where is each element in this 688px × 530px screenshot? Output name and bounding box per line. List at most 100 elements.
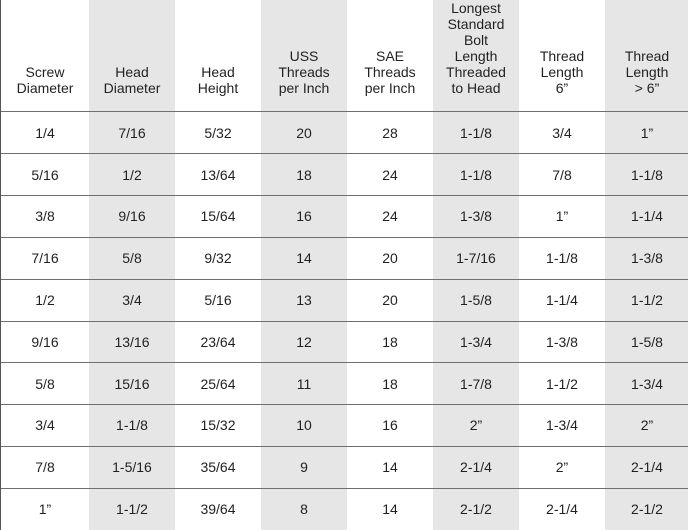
data-cell: 5/32 (204, 124, 232, 141)
header-text: Threads (364, 64, 416, 80)
header-text: Thread (624, 48, 670, 64)
header-text: Thread (539, 48, 585, 64)
data-cell: 9/16 (31, 333, 59, 350)
row-rule (1, 320, 688, 322)
data-cell: 1/2 (122, 166, 142, 183)
data-cell: 9 (300, 459, 308, 476)
data-cell: 2” (469, 417, 483, 434)
row-rule (1, 487, 688, 489)
row-rule (1, 195, 688, 197)
data-cell: 1-5/8 (460, 292, 492, 309)
header-text: to Head (451, 80, 501, 96)
header-cell: Thread Length > 6” (605, 0, 688, 112)
header-text: Diameter (16, 80, 74, 96)
data-cell: 13/16 (114, 333, 150, 350)
row-rule (1, 404, 688, 406)
column-shade (89, 0, 175, 530)
data-cell: 1-3/4 (460, 333, 492, 350)
header-text: per Inch (364, 80, 416, 96)
data-cell: 2-1/4 (460, 459, 492, 476)
data-cell: 1-7/16 (456, 250, 496, 267)
data-cell: 18 (382, 375, 398, 392)
data-cell: 39/64 (200, 501, 236, 518)
data-cell: 7/8 (552, 166, 572, 183)
data-cell: 1-1/8 (631, 166, 663, 183)
header-text: Length (625, 64, 669, 80)
data-cell: 1-5/16 (112, 459, 152, 476)
data-cell: 1-7/8 (460, 375, 492, 392)
data-cell: 14 (296, 250, 312, 267)
header-text: per Inch (278, 80, 330, 96)
data-cell: 5/16 (204, 292, 232, 309)
data-cell: 1-1/8 (460, 124, 492, 141)
header-cell: Thread Length 6” (519, 0, 605, 112)
data-cell: 23/64 (200, 333, 236, 350)
data-cell: 1-3/4 (546, 417, 578, 434)
data-cell: 1” (555, 208, 569, 225)
data-cell: 13 (296, 292, 312, 309)
data-cell: 11 (296, 375, 312, 392)
header-cell: SAE Threads per Inch (347, 0, 433, 112)
header-text: > 6” (634, 80, 660, 96)
data-cell: 1-1/4 (631, 208, 663, 225)
data-cell: 1/4 (35, 124, 55, 141)
header-cell: Head Diameter (89, 0, 175, 112)
row-rule (1, 278, 688, 280)
data-cell: 10 (296, 417, 312, 434)
header-text: Diameter (103, 80, 161, 96)
data-cell: 20 (382, 250, 398, 267)
data-cell: 24 (382, 208, 398, 225)
data-cell: 15/16 (114, 375, 150, 392)
data-cell: 14 (382, 459, 398, 476)
data-cell: 3/4 (552, 124, 572, 141)
data-cell: 2-1/4 (631, 459, 663, 476)
data-cell: 28 (382, 124, 398, 141)
data-cell: 2-1/4 (546, 501, 578, 518)
data-cell: 5/16 (31, 166, 59, 183)
data-cell: 2” (555, 459, 569, 476)
column-shade (261, 0, 347, 530)
header-text: Bolt (463, 32, 489, 48)
data-cell: 2-1/2 (631, 501, 663, 518)
data-cell: 1-1/2 (116, 501, 148, 518)
data-cell: 1-1/8 (460, 166, 492, 183)
data-cell: 5/8 (35, 375, 55, 392)
data-cell: 18 (382, 333, 398, 350)
header-text: Screw (25, 64, 65, 80)
header-text: Threads (278, 64, 330, 80)
data-cell: 1-3/8 (546, 333, 578, 350)
header-cell: Screw Diameter (1, 0, 89, 112)
data-cell: 9/16 (118, 208, 146, 225)
data-cell: 25/64 (200, 375, 236, 392)
data-cell: 1/2 (35, 292, 55, 309)
header-text: SAE (375, 48, 404, 64)
data-cell: 14 (382, 501, 398, 518)
data-cell: 3/4 (35, 417, 55, 434)
header-text: Head (115, 64, 149, 80)
row-rule (1, 153, 688, 155)
data-cell: 1-5/8 (631, 333, 663, 350)
header-text: Length (540, 64, 584, 80)
data-cell: 20 (296, 124, 312, 141)
data-cell: 12 (296, 333, 312, 350)
header-text: Head (201, 64, 235, 80)
data-cell: 24 (382, 166, 398, 183)
data-cell: 16 (382, 417, 398, 434)
data-cell: 1-1/4 (546, 292, 578, 309)
data-cell: 7/8 (35, 459, 55, 476)
data-cell: 3/8 (35, 208, 55, 225)
data-cell: 15/64 (200, 208, 236, 225)
data-cell: 2-1/2 (460, 501, 492, 518)
row-rule (1, 445, 688, 447)
header-text: Longest (451, 0, 501, 16)
data-cell: 1-3/4 (631, 375, 663, 392)
header-text: Height (197, 80, 239, 96)
data-cell: 3/4 (122, 292, 142, 309)
header-text: Threaded (446, 64, 506, 80)
data-cell: 7/16 (118, 124, 146, 141)
data-cell: 35/64 (200, 459, 236, 476)
data-cell: 7/16 (31, 250, 59, 267)
data-cell: 16 (296, 208, 312, 225)
data-cell: 18 (296, 166, 312, 183)
column-shade (433, 0, 519, 530)
